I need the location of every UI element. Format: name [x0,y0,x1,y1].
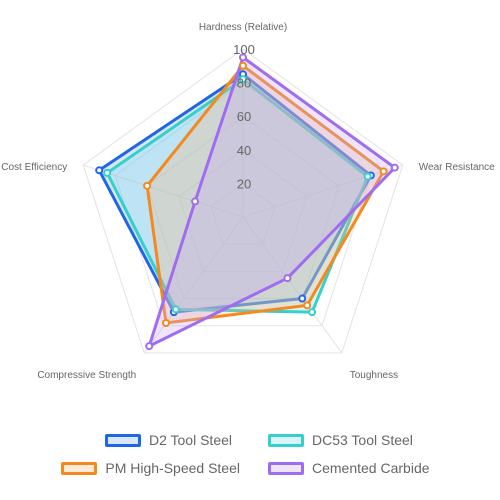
series-2-point-1 [239,75,247,84]
axis-label-2: Wear Resistance [419,162,495,173]
grid-ring-1 [210,182,276,245]
grid-ring-2 [178,149,308,272]
series-2-point-5 [103,168,112,177]
series-4-point-1 [239,53,247,62]
axis-label-4: Compressive Strength [37,370,136,381]
series-2-point-4 [171,305,180,314]
legend-item-carbide[interactable]: Cemented Carbide [250,460,500,476]
series-3-point-5 [143,181,152,190]
grid-ring-5 [82,48,404,354]
series-3-point-4 [161,319,170,328]
radar-plot: 20 40 60 80 100 Hardness (Relative) Wear Resis… [1,22,495,381]
legend-item-dc53[interactable]: DC53 Tool Steel [250,432,500,448]
series-area-4 [146,54,398,350]
legend-label-dc53: DC53 Tool Steel [312,432,413,448]
series-4-point-5 [191,197,200,206]
legend-label-carbide: Cemented Carbide [312,460,430,476]
axis-label-5: Cost Efficiency [1,162,67,173]
series-2-point-3 [308,308,317,317]
series-3-point-3 [303,301,312,310]
legend-label-pm-hss: PM High-Speed Steel [105,460,240,476]
axis-label-1: Hardness (Relative) [199,22,287,33]
series-4-point-3 [283,274,292,283]
axis-spoke-4 [143,216,244,354]
r-tick-label-5: 100 [233,42,255,57]
series-4-point-4 [145,342,154,351]
series-area-1 [97,72,373,314]
series-3-point-2 [379,167,388,176]
legend-label-d2: D2 Tool Steel [148,432,232,448]
legend-item-d2[interactable]: D2 Tool Steel [0,432,250,448]
legend-swatch-d2 [104,433,141,447]
axis-label-3: Toughness [350,370,398,381]
series-1-point-5 [95,166,104,175]
r-tick-label-2: 40 [237,143,251,158]
r-tick-label-4: 80 [237,76,251,91]
legend-swatch-carbide [268,461,304,475]
series-area-3 [145,63,386,325]
r-tick-label-1: 20 [237,176,251,191]
legend: D2 Tool Steel DC53 Tool Steel PM High-Sp… [0,432,500,476]
legend-swatch-pm-hss [61,461,98,475]
series-area-2 [105,77,370,314]
axis-spoke-2 [242,164,403,218]
axis-spoke-3 [242,216,343,354]
series-1-point-3 [298,294,307,303]
series-4-point-2 [390,163,399,172]
series-3-point-1 [239,61,247,70]
legend-item-pm-hss[interactable]: PM High-Speed Steel [0,460,250,476]
legend-swatch-dc53 [268,433,304,447]
r-tick-label-3: 60 [237,109,251,124]
series-2-point-2 [363,172,372,181]
